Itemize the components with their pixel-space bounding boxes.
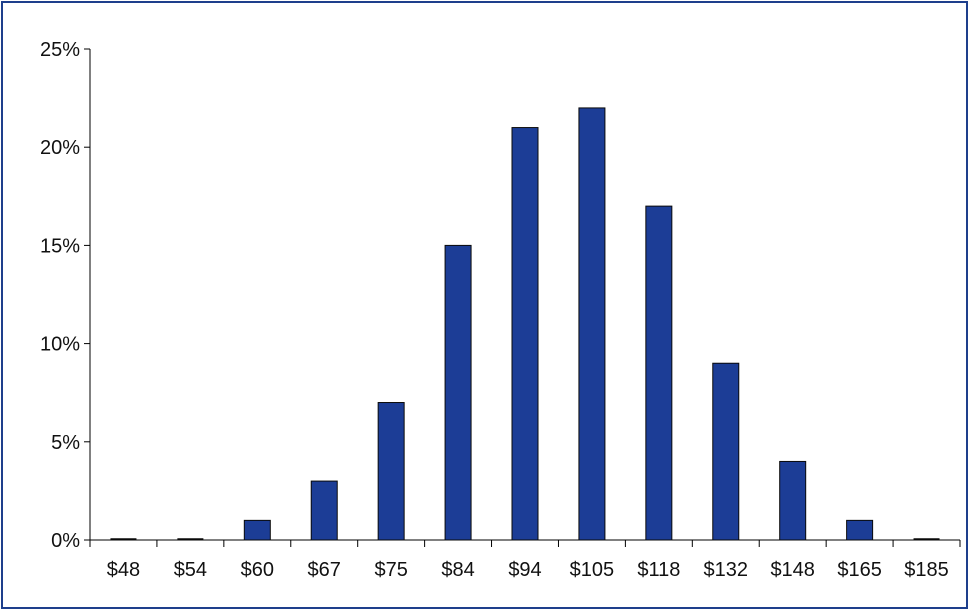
x-tick-label: $148 [770, 559, 815, 581]
x-tick-label: $165 [837, 559, 882, 581]
x-tick-label: $54 [174, 559, 207, 581]
x-tick-label: $105 [570, 559, 615, 581]
y-tick-label: 25% [40, 39, 80, 61]
x-tick-label: $118 [637, 559, 680, 581]
y-tick-label: 5% [51, 432, 80, 454]
bar-60 [243, 519, 271, 541]
x-tick-label: $75 [374, 559, 407, 581]
y-tick-label: 15% [40, 235, 80, 257]
bar-chart: 0% 5% 10% 15% 20% 25% $48 $54 $60 $67 $75 $84 $94 $1… [40, 39, 961, 581]
bar-75 [377, 402, 405, 541]
x-tick-label: $132 [704, 559, 749, 581]
y-axis-ticks: 0% 5% 10% 15% 20% 25% [40, 39, 90, 552]
x-axis-ticks: $48 $54 $60 $67 $75 $84 $94 $105 $118 $132 $148 $16… [89, 540, 961, 581]
x-tick-label: $84 [441, 559, 474, 581]
y-tick-label: 10% [40, 334, 80, 356]
bar-148 [779, 460, 807, 541]
x-tick-label: $48 [107, 559, 140, 581]
bar-118 [645, 205, 673, 541]
x-tick-label: $67 [308, 559, 341, 581]
bar-94 [511, 127, 539, 541]
bar-84 [444, 244, 472, 541]
bar-132 [712, 362, 740, 541]
x-tick-label: $60 [241, 559, 274, 581]
y-tick-label: 0% [51, 530, 80, 552]
bar-67 [310, 480, 338, 541]
y-tick-label: 20% [40, 137, 80, 159]
bar-165 [846, 519, 874, 541]
bars [110, 107, 940, 541]
x-tick-label: $185 [904, 559, 949, 581]
x-tick-label: $94 [508, 559, 541, 581]
bar-105 [578, 107, 606, 541]
